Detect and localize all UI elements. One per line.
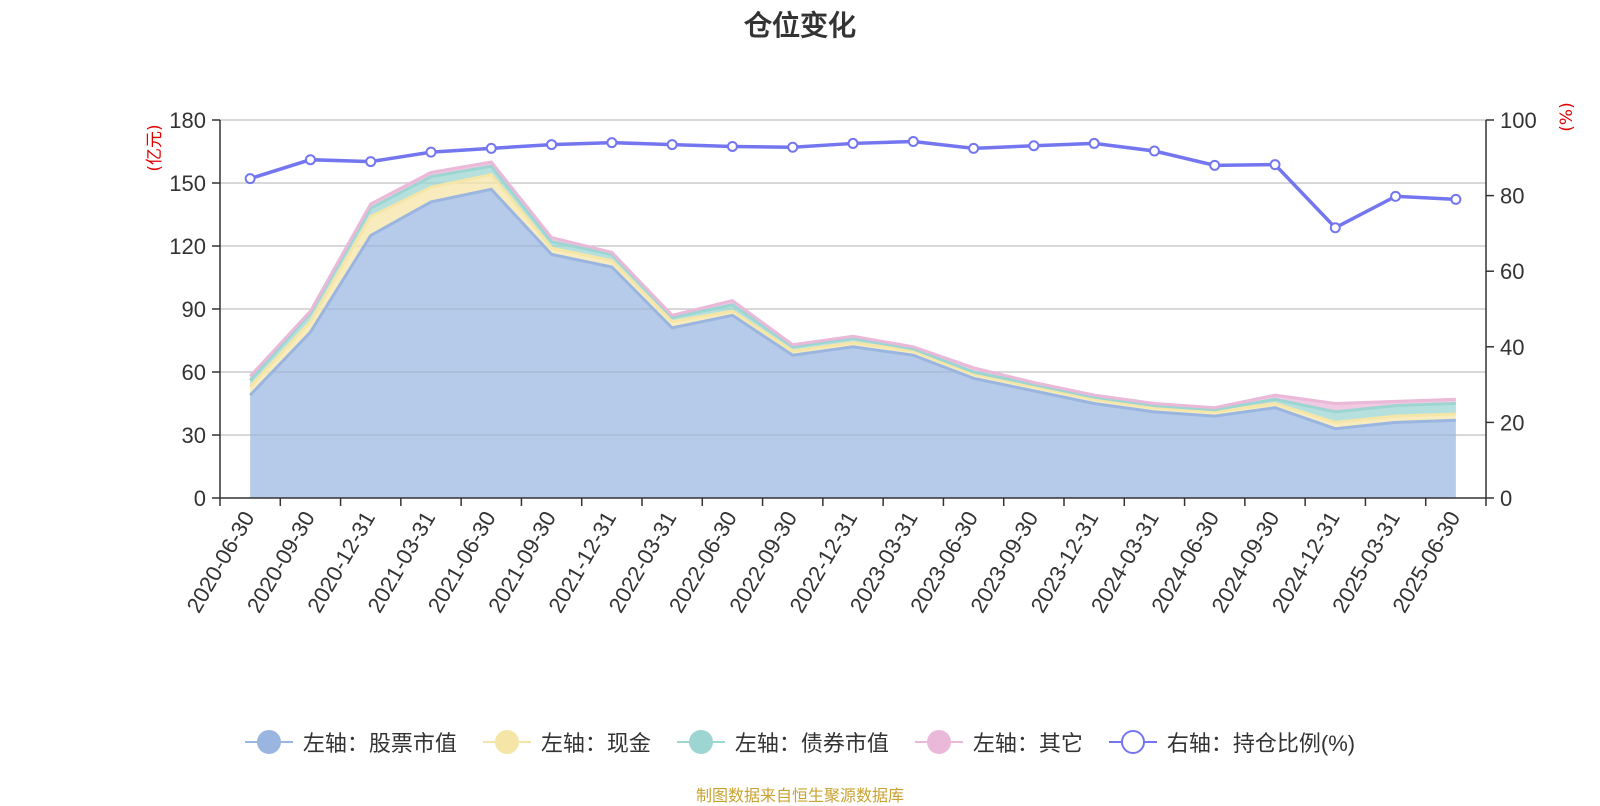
legend-label-ratio: 右轴：持仓比例(%) (1166, 731, 1356, 756)
left-tick-label: 150 (169, 171, 206, 196)
ratio-point (546, 139, 558, 151)
left-tick-label: 60 (182, 360, 206, 385)
ratio-point (365, 156, 377, 168)
legend-label-cash: 左轴：现金 (540, 731, 651, 756)
legend-item-other[interactable]: 左轴：其它 (914, 726, 1083, 758)
legend-label-stock: 左轴：股票市值 (302, 731, 457, 756)
ratio-point (244, 173, 256, 185)
ratio-point (726, 140, 738, 152)
left-tick-label: 30 (182, 423, 206, 448)
area-line-series-1 (249, 172, 1456, 424)
legend-ratio-icon (1108, 729, 1157, 755)
right-tick-label: 80 (1500, 184, 1524, 209)
ratio-point (1450, 193, 1462, 205)
right-axis-unit-label: (%) (1557, 102, 1577, 131)
ratio-point (1148, 145, 1160, 157)
ratio-point (304, 154, 316, 166)
ratio-point (666, 139, 678, 151)
left-tick-label: 120 (169, 234, 206, 259)
chart-legend: 左轴：股票市值 左轴：现金 左轴：债券市值 左轴：其它 右轴：持仓比例(%) (0, 726, 1600, 758)
legend-bond-icon (676, 729, 725, 755)
ratio-point (1269, 159, 1281, 171)
legend-label-bond: 左轴：债券市值 (734, 731, 889, 756)
right-tick-label: 100 (1500, 108, 1537, 133)
ratio-point (1088, 137, 1100, 149)
legend-cash-icon (482, 729, 531, 755)
legend-stock-icon (244, 729, 293, 755)
ratio-point (787, 141, 799, 153)
left-axis-unit-label: (亿元) (145, 124, 165, 171)
chart-title: 仓位变化 (743, 10, 856, 41)
right-tick-label: 20 (1500, 410, 1524, 435)
legend-label-other: 左轴：其它 (972, 731, 1083, 756)
ratio-point (1028, 140, 1040, 152)
right-tick-label: 0 (1500, 486, 1512, 511)
left-tick-label: 180 (169, 108, 206, 133)
legend-other-icon (914, 729, 963, 755)
ratio-point (907, 136, 919, 148)
right-tick-label: 60 (1500, 259, 1524, 284)
ratio-point (847, 137, 859, 149)
legend-item-stock[interactable]: 左轴：股票市值 (244, 726, 457, 758)
ratio-point (1329, 222, 1341, 234)
ratio-point (606, 137, 618, 149)
right-tick-label: 40 (1500, 335, 1524, 360)
ratio-point (1390, 190, 1402, 202)
area-line-series-0 (249, 187, 1456, 431)
left-tick-label: 0 (194, 486, 206, 511)
ratio-point (968, 142, 980, 154)
area-line-series-2 (249, 164, 1456, 414)
ratio-point (425, 146, 437, 158)
left-tick-label: 90 (182, 297, 206, 322)
legend-item-cash[interactable]: 左轴：现金 (482, 726, 651, 758)
source-note: 制图数据来自恒生聚源数据库 (695, 788, 904, 805)
legend-item-bond[interactable]: 左轴：债券市值 (676, 726, 889, 758)
legend-item-ratio[interactable]: 右轴：持仓比例(%) (1108, 726, 1356, 758)
area-series-0 (250, 189, 1456, 499)
ratio-point (1209, 159, 1221, 171)
area-line-series-3 (249, 160, 1456, 410)
ratio-point (485, 142, 497, 154)
